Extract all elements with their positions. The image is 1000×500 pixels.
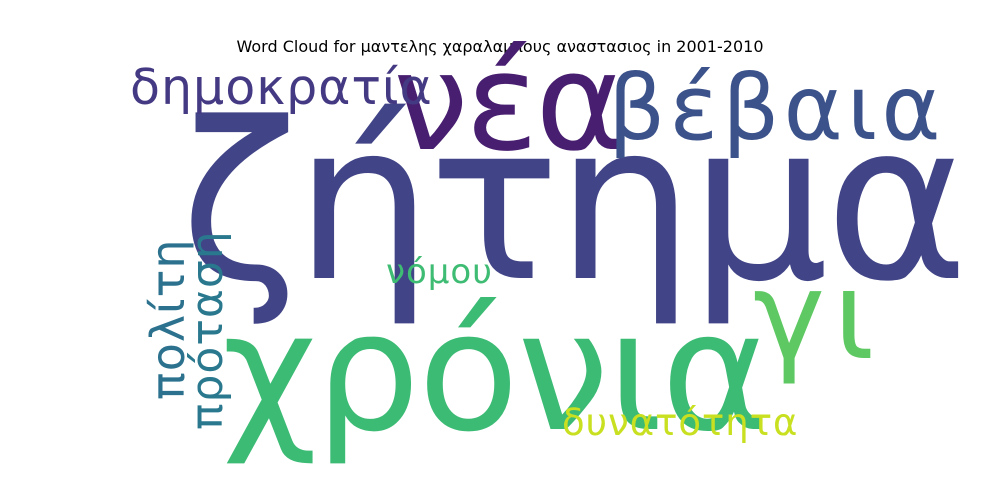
word-gi: γι bbox=[753, 245, 883, 387]
word-nea: νέα bbox=[393, 24, 624, 181]
word-vevaia: βέβαια bbox=[608, 56, 945, 161]
word-dimokratia: δημοκρατία bbox=[130, 59, 433, 116]
word-chronia: χρόνια bbox=[222, 276, 770, 468]
chart-title: Word Cloud for μαντελης χαραλαμπους ανασ… bbox=[236, 37, 764, 56]
word-protasi: πρόταση bbox=[182, 230, 233, 430]
word-dynatotita: δυνατότητα bbox=[562, 401, 799, 444]
word-zitima: ζήτημα bbox=[180, 77, 969, 330]
word-nomou: νόμου bbox=[386, 252, 493, 292]
